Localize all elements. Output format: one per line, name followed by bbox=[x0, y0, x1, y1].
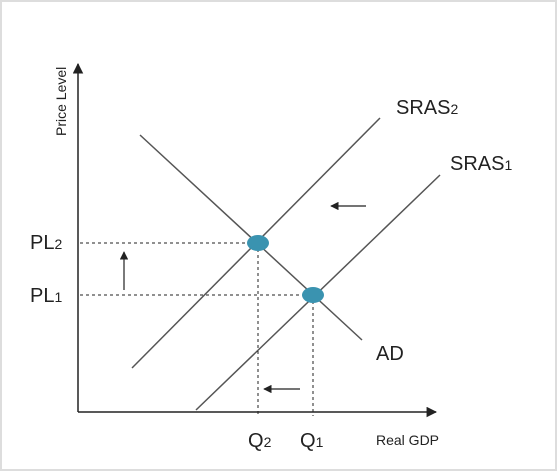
price-level-label: PL1 bbox=[30, 285, 62, 307]
price-level-label: PL2 bbox=[30, 232, 62, 254]
q-sub: 2 bbox=[264, 434, 272, 450]
curve-label: SRAS1 bbox=[450, 153, 512, 175]
y-axis-label: Price Level bbox=[53, 67, 69, 136]
pl-name: PL bbox=[30, 285, 54, 307]
guides bbox=[80, 242, 314, 416]
curve-sub: 1 bbox=[504, 157, 512, 173]
curve-label: SRAS2 bbox=[396, 97, 458, 119]
curve-label: AD bbox=[376, 343, 404, 365]
q-name: Q bbox=[248, 430, 264, 452]
quantity-label: Q2 bbox=[248, 430, 272, 452]
pl-sub: 2 bbox=[54, 236, 62, 252]
equilibrium-point bbox=[247, 235, 269, 251]
curve-sub: 2 bbox=[450, 101, 458, 117]
q-name: Q bbox=[300, 430, 316, 452]
equilibrium-point bbox=[302, 287, 324, 303]
pl-name: PL bbox=[30, 232, 54, 254]
quantity-label: Q1 bbox=[300, 430, 324, 452]
x-axis-label: Real GDP bbox=[376, 432, 439, 448]
curve-name: SRAS bbox=[396, 97, 450, 119]
curve-name: SRAS bbox=[450, 153, 504, 175]
pl-sub: 1 bbox=[54, 289, 62, 305]
q-sub: 1 bbox=[316, 434, 324, 450]
